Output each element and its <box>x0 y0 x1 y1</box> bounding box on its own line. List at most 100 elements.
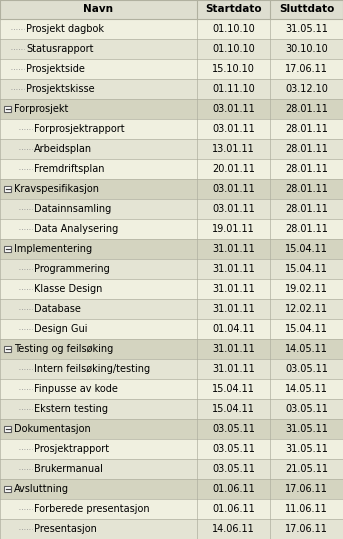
Text: 28.01.11: 28.01.11 <box>285 184 328 194</box>
Text: 28.01.11: 28.01.11 <box>285 124 328 134</box>
Bar <box>0 459 343 479</box>
Text: 03.01.11: 03.01.11 <box>212 184 255 194</box>
Bar <box>0 259 343 279</box>
Bar <box>0 439 343 459</box>
Text: Implementering: Implementering <box>14 244 92 254</box>
Text: 15.04.11: 15.04.11 <box>285 244 328 254</box>
Text: 15.10.10: 15.10.10 <box>212 64 255 74</box>
Bar <box>0 499 343 519</box>
Text: Prosjektskisse: Prosjektskisse <box>26 84 95 94</box>
Text: 31.01.11: 31.01.11 <box>212 244 255 254</box>
Bar <box>4 486 11 492</box>
Text: 19.02.11: 19.02.11 <box>285 284 328 294</box>
Text: 03.05.11: 03.05.11 <box>285 364 328 374</box>
Text: Dokumentasjon: Dokumentasjon <box>14 424 91 434</box>
Text: 28.01.11: 28.01.11 <box>285 204 328 214</box>
Bar <box>0 179 343 199</box>
Text: 03.05.11: 03.05.11 <box>212 464 255 474</box>
Text: 03.05.11: 03.05.11 <box>285 404 328 414</box>
Text: 30.10.10: 30.10.10 <box>285 44 328 54</box>
Text: 11.06.11: 11.06.11 <box>285 504 328 514</box>
Text: 03.01.11: 03.01.11 <box>212 104 255 114</box>
Text: Finpusse av kode: Finpusse av kode <box>34 384 118 394</box>
Bar <box>0 39 343 59</box>
Bar <box>0 139 343 159</box>
Text: Intern feilsøking/testing: Intern feilsøking/testing <box>34 364 150 374</box>
Text: 01.10.10: 01.10.10 <box>212 24 255 34</box>
Text: Avsluttning: Avsluttning <box>14 484 69 494</box>
Text: Programmering: Programmering <box>34 264 110 274</box>
Text: 03.05.11: 03.05.11 <box>212 444 255 454</box>
Text: 15.04.11: 15.04.11 <box>212 384 255 394</box>
Text: Datainnsamling: Datainnsamling <box>34 204 111 214</box>
Text: 03.12.10: 03.12.10 <box>285 84 328 94</box>
Text: 20.01.11: 20.01.11 <box>212 164 255 174</box>
Text: Database: Database <box>34 304 81 314</box>
Text: 14.05.11: 14.05.11 <box>285 384 328 394</box>
Text: Testing og feilsøking: Testing og feilsøking <box>14 344 113 354</box>
Text: 01.11.10: 01.11.10 <box>212 84 255 94</box>
Text: 01.10.10: 01.10.10 <box>212 44 255 54</box>
Bar <box>0 399 343 419</box>
Text: Fremdriftsplan: Fremdriftsplan <box>34 164 105 174</box>
Text: 31.01.11: 31.01.11 <box>212 364 255 374</box>
Text: Klasse Design: Klasse Design <box>34 284 102 294</box>
Text: 12.02.11: 12.02.11 <box>285 304 328 314</box>
Text: Forprosjekt: Forprosjekt <box>14 104 68 114</box>
Text: 28.01.11: 28.01.11 <box>285 164 328 174</box>
Text: Brukermanual: Brukermanual <box>34 464 103 474</box>
Text: Forberede presentasjon: Forberede presentasjon <box>34 504 150 514</box>
Bar <box>4 426 11 432</box>
Bar <box>0 19 343 39</box>
Text: Statusrapport: Statusrapport <box>26 44 94 54</box>
Text: 01.06.11: 01.06.11 <box>212 504 255 514</box>
Text: 28.01.11: 28.01.11 <box>285 224 328 234</box>
Text: Design Gui: Design Gui <box>34 324 87 334</box>
Bar <box>0 299 343 319</box>
Text: Kravspesifikasjon: Kravspesifikasjon <box>14 184 99 194</box>
Text: 19.01.11: 19.01.11 <box>212 224 255 234</box>
Text: Prosjektside: Prosjektside <box>26 64 85 74</box>
Text: Presentasjon: Presentasjon <box>34 524 97 534</box>
Text: 17.06.11: 17.06.11 <box>285 484 328 494</box>
Text: 17.06.11: 17.06.11 <box>285 64 328 74</box>
Text: 01.06.11: 01.06.11 <box>212 484 255 494</box>
Bar <box>0 479 343 499</box>
Bar <box>0 359 343 379</box>
Text: Data Analysering: Data Analysering <box>34 224 118 234</box>
Text: 14.06.11: 14.06.11 <box>212 524 255 534</box>
Text: Navn: Navn <box>83 4 114 15</box>
Bar <box>0 99 343 119</box>
Text: 17.06.11: 17.06.11 <box>285 524 328 534</box>
Text: 28.01.11: 28.01.11 <box>285 104 328 114</box>
Text: 15.04.11: 15.04.11 <box>285 264 328 274</box>
Text: 31.01.11: 31.01.11 <box>212 284 255 294</box>
Text: 03.01.11: 03.01.11 <box>212 204 255 214</box>
Bar <box>0 319 343 339</box>
Text: Arbeidsplan: Arbeidsplan <box>34 144 92 154</box>
Text: 13.01.11: 13.01.11 <box>212 144 255 154</box>
Text: 31.05.11: 31.05.11 <box>285 24 328 34</box>
Text: Ekstern testing: Ekstern testing <box>34 404 108 414</box>
Text: 03.05.11: 03.05.11 <box>212 424 255 434</box>
Bar <box>0 79 343 99</box>
Bar <box>0 379 343 399</box>
Text: 14.05.11: 14.05.11 <box>285 344 328 354</box>
Bar <box>0 279 343 299</box>
Text: 31.01.11: 31.01.11 <box>212 304 255 314</box>
Text: 31.01.11: 31.01.11 <box>212 264 255 274</box>
Text: 31.05.11: 31.05.11 <box>285 424 328 434</box>
Text: Startdato: Startdato <box>205 4 262 15</box>
Bar <box>0 519 343 539</box>
Bar <box>0 419 343 439</box>
Text: 21.05.11: 21.05.11 <box>285 464 328 474</box>
Text: 03.01.11: 03.01.11 <box>212 124 255 134</box>
Text: Prosjekt dagbok: Prosjekt dagbok <box>26 24 104 34</box>
Bar <box>0 219 343 239</box>
Bar <box>0 59 343 79</box>
Bar <box>0 239 343 259</box>
Text: 31.05.11: 31.05.11 <box>285 444 328 454</box>
Bar <box>4 346 11 352</box>
Bar <box>0 0 343 19</box>
Text: Prosjektrapport: Prosjektrapport <box>34 444 109 454</box>
